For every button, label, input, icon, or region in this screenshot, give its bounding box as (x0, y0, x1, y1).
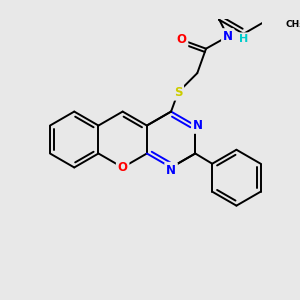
Text: N: N (193, 119, 203, 132)
Text: O: O (177, 33, 187, 46)
Text: N: N (166, 164, 176, 177)
Text: O: O (118, 161, 128, 174)
Text: CH₃: CH₃ (285, 20, 300, 29)
Text: S: S (174, 86, 182, 99)
Text: N: N (223, 30, 233, 43)
Text: H: H (239, 34, 248, 44)
